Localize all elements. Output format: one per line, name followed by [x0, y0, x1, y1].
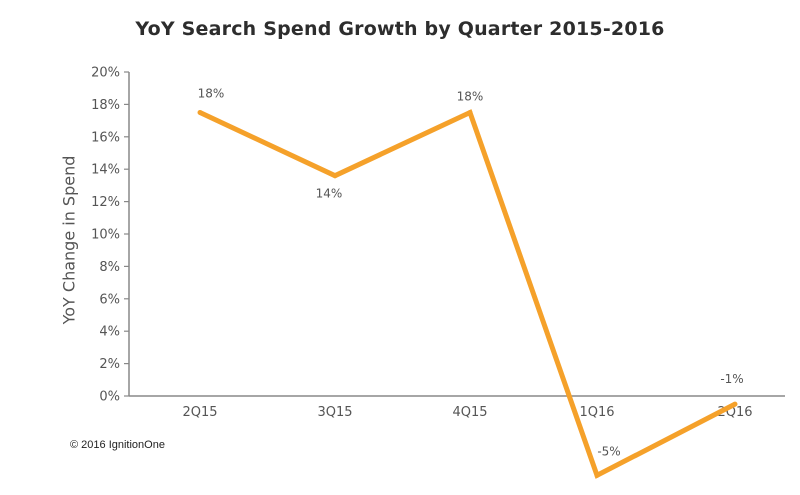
chart-title: YoY Search Spend Growth by Quarter 2015-… — [135, 18, 665, 40]
y-tick-label: 18% — [91, 98, 120, 113]
y-tick-label: 6% — [99, 292, 120, 307]
y-tick-label: 10% — [91, 228, 120, 243]
y-tick-label: 16% — [91, 130, 120, 145]
y-tick-label: 14% — [91, 163, 120, 178]
data-point — [197, 110, 203, 115]
data-label: -1% — [720, 372, 743, 386]
y-tick-label: 20% — [91, 66, 120, 81]
data-point — [594, 472, 600, 478]
y-tick-label: 2% — [99, 357, 120, 372]
y-tick-label: 4% — [99, 325, 120, 340]
data-label: 14% — [316, 187, 343, 201]
y-tick-label: 0% — [99, 390, 120, 405]
data-point — [732, 401, 738, 407]
data-label: -5% — [597, 444, 620, 458]
y-tick-label: 12% — [91, 195, 120, 210]
data-label: 18% — [457, 90, 484, 104]
data-label: 18% — [198, 87, 225, 101]
data-point — [332, 173, 338, 179]
y-tick-label: 8% — [99, 260, 120, 275]
data-point — [467, 110, 473, 115]
x-tick-label: 3Q15 — [317, 405, 352, 420]
copyright-notice: © 2016 IgnitionOne — [70, 439, 165, 451]
series-line — [198, 109, 737, 479]
x-tick-label: 1Q16 — [579, 405, 614, 420]
x-tick-label: 4Q15 — [452, 405, 487, 420]
x-tick-label: 2Q15 — [182, 405, 217, 420]
